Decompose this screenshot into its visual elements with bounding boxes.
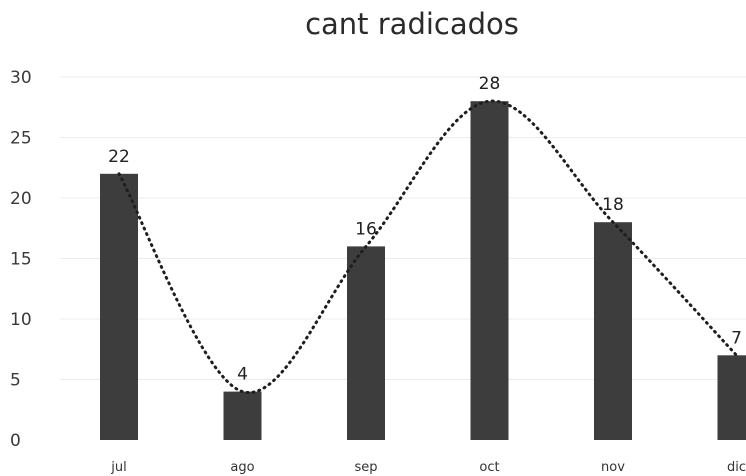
x-tick-label: jul (110, 460, 126, 475)
bar-sep (347, 246, 385, 440)
y-tick-label: 25 (10, 129, 32, 149)
bar-dic (717, 355, 746, 440)
data-label: 18 (602, 195, 624, 215)
y-tick-label: 30 (10, 68, 32, 88)
bar-oct (470, 101, 509, 440)
bar-ago (223, 391, 262, 440)
data-label: 22 (108, 147, 130, 167)
x-tick-label: nov (601, 460, 625, 475)
data-labels: 22 4 16 28 18 7 (108, 74, 742, 384)
y-tick-label: 10 (10, 310, 32, 330)
bars (100, 101, 746, 441)
data-label: 28 (479, 74, 501, 94)
data-label: 7 (731, 328, 742, 348)
y-axis-ticks: 0 5 10 15 20 25 30 (10, 68, 32, 451)
y-tick-label: 5 (10, 371, 21, 391)
x-tick-label: ago (230, 460, 254, 475)
y-tick-label: 20 (10, 189, 32, 209)
y-tick-label: 0 (10, 431, 21, 451)
x-tick-label: dic (727, 460, 746, 475)
x-axis-ticks: jul ago sep oct nov dic (110, 460, 746, 475)
x-tick-label: oct (479, 460, 499, 475)
y-tick-label: 15 (10, 250, 32, 270)
trend-line (117, 99, 738, 394)
gridlines (60, 76, 746, 380)
chart-title: cant radicados (305, 7, 519, 41)
data-label: 4 (237, 365, 248, 385)
data-label: 16 (355, 219, 377, 239)
bar-jul (100, 173, 138, 441)
x-tick-label: sep (354, 460, 377, 475)
bar-nov (594, 222, 632, 440)
